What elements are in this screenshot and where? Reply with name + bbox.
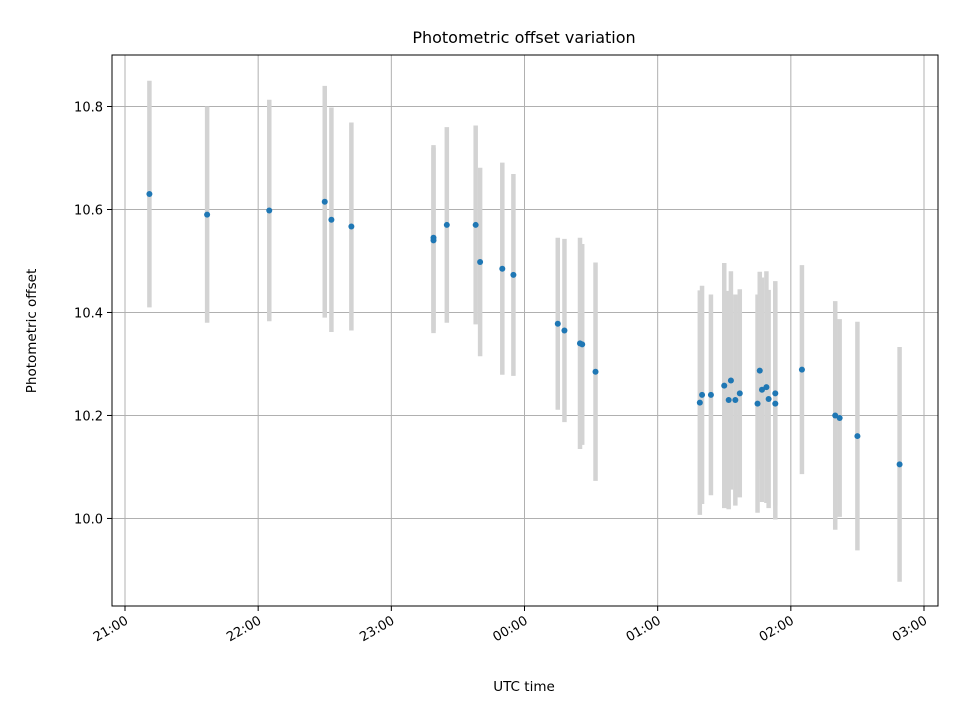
y-axis-ticks: 10.0 10.2 10.4 10.6 10.8 [74,100,112,527]
data-point [765,395,772,402]
data-point [554,320,561,327]
data-point [836,415,843,422]
data-point [854,433,861,440]
data-point [499,265,506,272]
y-tick-label: 10.6 [74,203,103,218]
data-point [430,237,437,244]
data-point [725,397,732,404]
data-point [146,191,153,198]
data-point [204,211,211,218]
data-point [736,390,743,397]
data-point [699,391,706,398]
x-axis-label: UTC time [493,679,555,695]
data-point [510,271,517,278]
data-point [592,368,599,375]
y-axis-label: Photometric offset [24,269,40,393]
data-point [348,223,355,230]
y-tick-label: 10.8 [74,100,103,115]
data-point [832,412,839,419]
data-point [756,367,763,374]
data-point [758,386,765,393]
data-point [727,377,734,384]
data-point [732,397,739,404]
data-point [721,382,728,389]
data-point [328,216,335,223]
data-point [754,400,761,407]
data-point [266,207,273,214]
data-point [472,221,479,228]
y-tick-label: 10.2 [74,409,103,424]
data-point [321,198,328,205]
data-point [763,384,770,391]
data-point [696,399,703,406]
data-points [146,191,903,468]
chart-title: Photometric offset variation [412,28,635,47]
data-point [707,391,714,398]
data-point [896,461,903,468]
data-point [561,327,568,334]
data-point [579,341,586,348]
y-tick-label: 10.4 [74,306,103,321]
data-point [443,221,450,228]
data-point [798,366,805,373]
data-point [772,400,779,407]
data-point [477,259,484,266]
y-tick-label: 10.0 [74,512,103,527]
data-point [772,390,779,397]
